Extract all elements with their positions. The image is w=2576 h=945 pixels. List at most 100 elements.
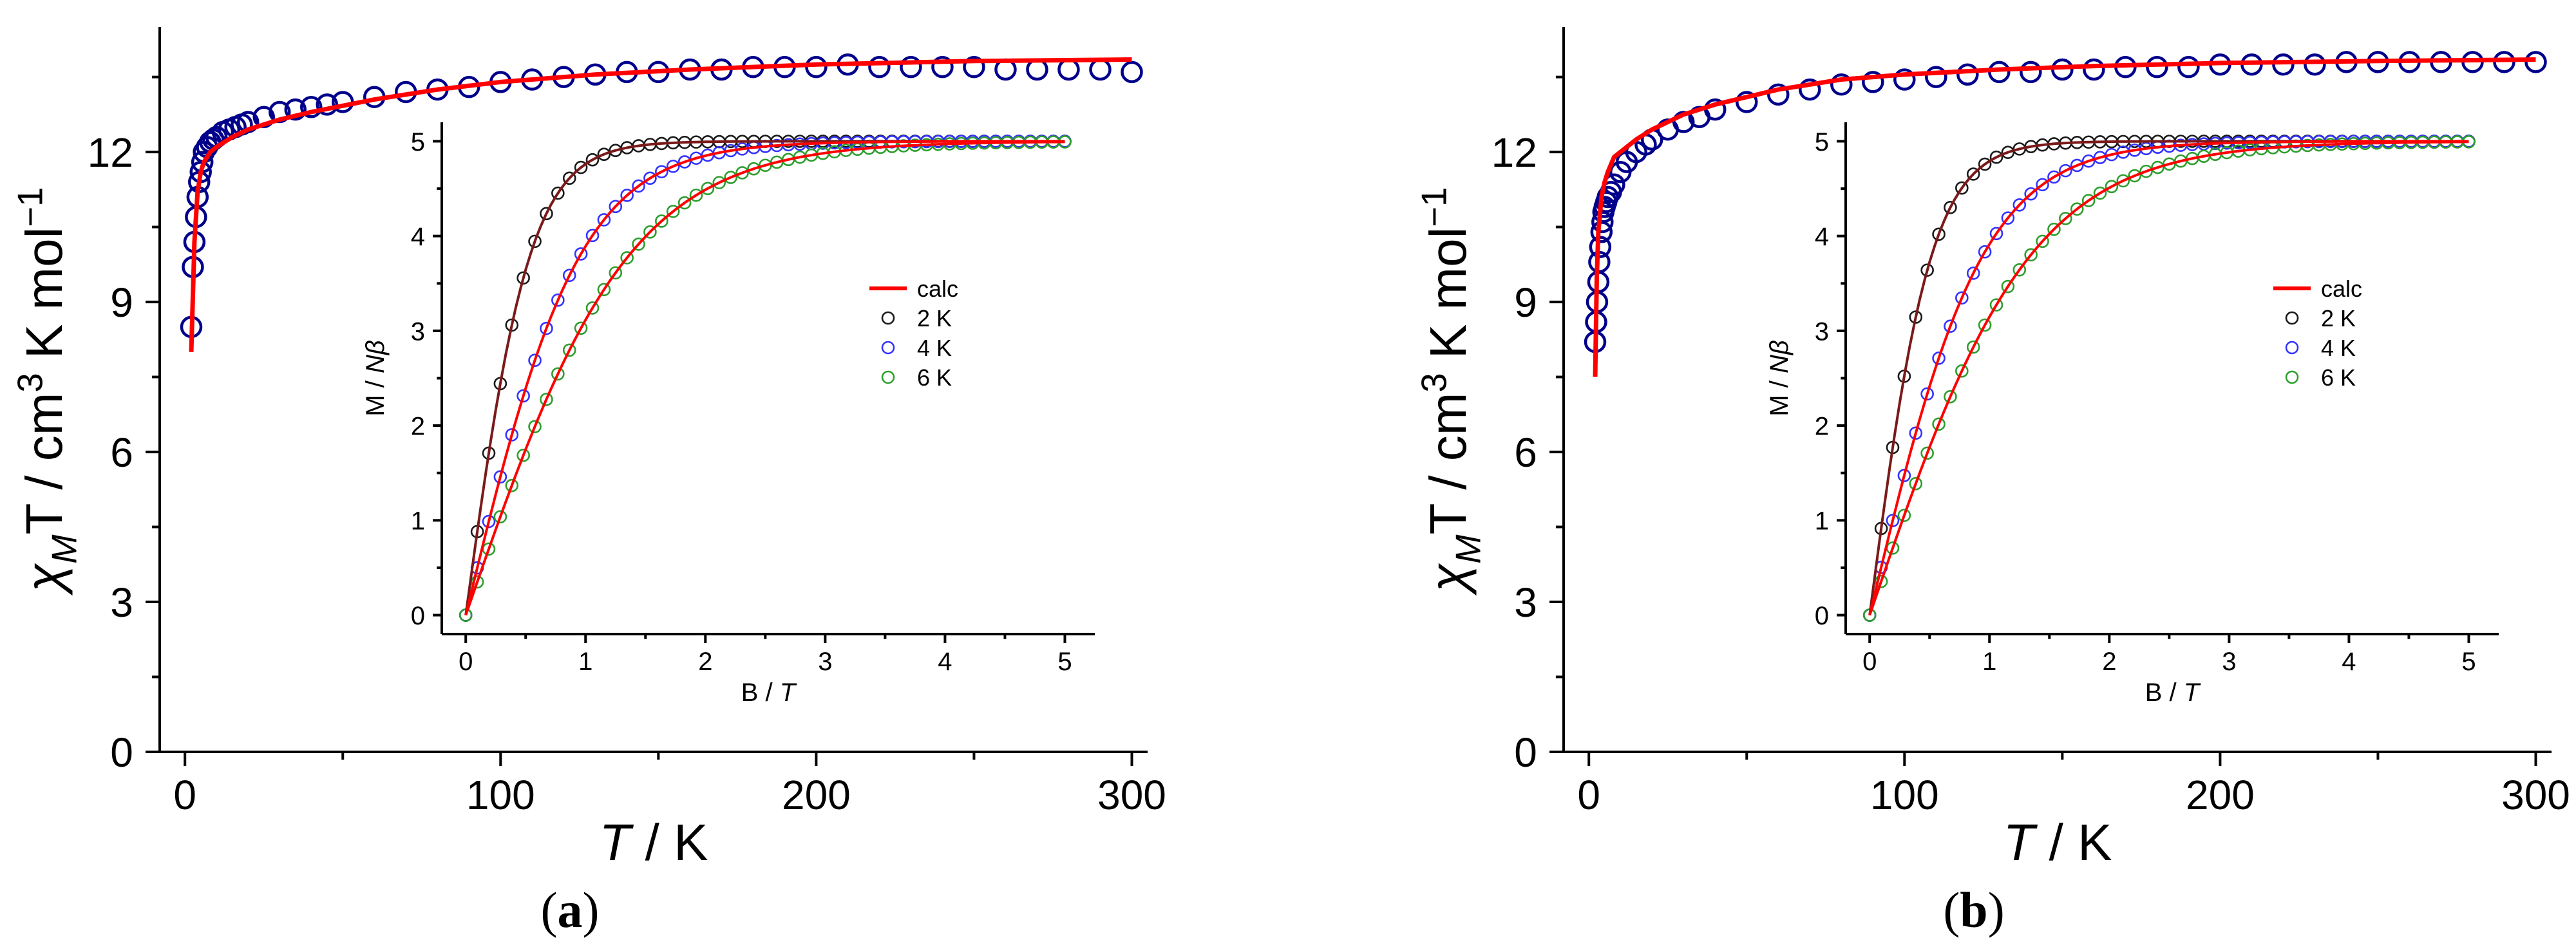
b-main-x-tick-label: 100 xyxy=(1870,772,1939,818)
a-inset-point-6k xyxy=(505,478,519,492)
b-inset-point-4k xyxy=(2059,164,2072,178)
b-inset-point-6k xyxy=(1989,298,2003,312)
b-inset-point-4k xyxy=(2047,170,2061,184)
b-inset-point-6k xyxy=(2093,186,2107,200)
a-legend-marker-4k xyxy=(881,341,895,355)
b-inset-point-6k xyxy=(2001,279,2015,294)
b-inset-point-6k xyxy=(2128,169,2141,183)
b-inset-point-6k xyxy=(1944,389,1957,404)
a-inset-point-4k xyxy=(597,213,611,227)
a-inset-y-tick-label: 5 xyxy=(411,128,425,156)
a-inset-point-4k xyxy=(677,155,692,169)
a-inset-point-6k xyxy=(632,237,645,251)
a-inset-point-4k xyxy=(609,200,623,214)
b-inset-x-tick-label: 3 xyxy=(2222,648,2236,676)
b-inset-y-tick-label: 4 xyxy=(1815,223,1829,251)
b-chi-point xyxy=(1830,73,1853,96)
a-inset-point-4k xyxy=(528,353,542,368)
b-chi-point xyxy=(1893,68,1916,91)
a-chi-point xyxy=(963,55,985,79)
a-inset-point-6k xyxy=(493,510,507,524)
a-panel-label: (a) xyxy=(541,882,600,938)
b-inset-point-6k xyxy=(2105,180,2119,194)
b-inset-y-tick-label: 5 xyxy=(1815,128,1829,156)
a-main-x-tick-label: 300 xyxy=(1097,772,1166,818)
b-inset-point-4k xyxy=(1989,227,2003,241)
a-inset-x-tick-label: 3 xyxy=(818,648,832,676)
b-inset-point-4k xyxy=(1966,267,1980,280)
b-chi-fit-line xyxy=(1593,57,2536,377)
a-main-y-tick-label: 0 xyxy=(110,729,133,776)
b-inset-point-6k xyxy=(2116,174,2130,188)
b-inset-x-tick-label: 1 xyxy=(1982,648,1996,676)
b-main-y-tick-label: 12 xyxy=(1492,129,1537,176)
a-main-y-label: χMT / cm3 K mol−1 xyxy=(11,187,84,596)
b-inset-x-tick-label: 2 xyxy=(2102,648,2116,676)
a-inset-y-tick-label: 0 xyxy=(411,602,425,630)
b-main-y-tick-label: 0 xyxy=(1514,729,1537,776)
b-chi-point xyxy=(1956,63,1979,86)
a-inset-point-6k xyxy=(516,449,530,462)
a-inset-point-6k xyxy=(747,162,761,176)
b-inset-point-6k xyxy=(1920,446,1934,460)
b-inset-y-label: M / Nβ xyxy=(1765,340,1794,416)
a-inset-point-2k xyxy=(585,153,600,167)
a-main-x-label: T / K xyxy=(600,814,708,871)
a-inset-point-4k xyxy=(643,171,657,185)
b-chi-point xyxy=(2304,53,2326,76)
a-legend-label-4k: 4 K xyxy=(917,335,952,361)
a-inset-point-6k xyxy=(609,266,623,280)
b-inset-point-4k xyxy=(1897,469,1911,482)
a-inset-point-4k xyxy=(540,321,553,335)
b-inset-point-6k xyxy=(1966,340,1980,354)
a-inset-point-6k xyxy=(574,321,588,335)
b-chi-point xyxy=(2083,58,2105,81)
a-inset-y-tick-label: 1 xyxy=(411,507,425,536)
b-chi-point xyxy=(2524,51,2547,73)
a-inset-point-4k xyxy=(632,179,645,193)
a-inset-point-4k xyxy=(655,165,668,179)
b-inset-point-2k xyxy=(1944,201,1957,214)
a-chi-point xyxy=(931,55,954,79)
a-inset-point-6k xyxy=(677,196,692,210)
b-inset-y-tick-label: 2 xyxy=(1815,413,1829,441)
a-inset-point-6k xyxy=(735,166,749,180)
b-inset-x-label: B / T xyxy=(2145,678,2201,707)
a-main-x-tick-label: 200 xyxy=(782,772,851,818)
a-main-y-tick-label: 3 xyxy=(110,579,133,626)
a-chi-fit-line xyxy=(189,57,1132,352)
b-chi-point xyxy=(1736,91,1758,113)
b-inset-calc-curve xyxy=(1868,140,2469,616)
b-inset-point-4k xyxy=(1886,514,1900,527)
a-chi-point xyxy=(1089,58,1112,81)
b-inset-point-4k xyxy=(2081,154,2096,168)
b-main-x-tick-label: 0 xyxy=(1577,772,1600,818)
b-inset-point-4k xyxy=(1978,245,1992,259)
b-inset-point-4k xyxy=(1920,387,1934,401)
a-inset-point-2k xyxy=(528,234,542,248)
b-legend-label-6k: 6 K xyxy=(2321,364,2356,391)
b-chi-point xyxy=(1596,185,1619,209)
a-inset-point-4k xyxy=(585,229,600,243)
a-inset-point-4k xyxy=(482,514,496,529)
b-main-y-tick-label: 9 xyxy=(1514,279,1537,326)
b-main-x-tick-label: 200 xyxy=(2186,772,2255,818)
a-legend-label-6k: 6 K xyxy=(917,364,952,391)
b-legend-label-4k: 4 K xyxy=(2321,335,2356,361)
a-inset-point-6k xyxy=(528,420,542,433)
b-chi-point xyxy=(2020,61,2042,84)
a-legend-marker-2k xyxy=(881,311,895,325)
a-inset-y-tick-label: 4 xyxy=(411,223,425,251)
b-legend-calc-label: calc xyxy=(2321,276,2362,302)
a-legend-label-2k: 2 K xyxy=(917,305,952,332)
b-inset-point-4k xyxy=(2001,211,2015,225)
a-inset-point-6k xyxy=(655,214,668,228)
a-inset-point-4k xyxy=(516,389,530,403)
b-legend-marker-6k xyxy=(2285,370,2299,384)
a-legend-marker-6k xyxy=(881,370,895,384)
b-inset-point-6k xyxy=(1955,364,1969,378)
a-inset-x-tick-label: 0 xyxy=(459,648,473,676)
b-inset-point-2k xyxy=(2001,145,2015,159)
